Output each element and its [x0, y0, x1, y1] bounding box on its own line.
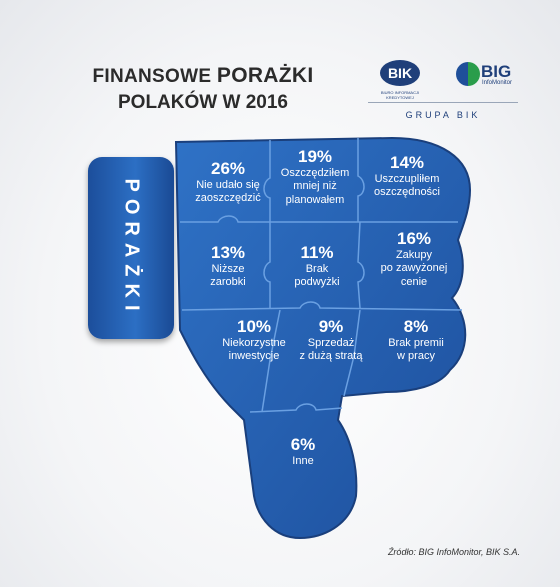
- fact-2-label-1: Oszczędziłem: [280, 166, 350, 179]
- fact-10-label-1: Inne: [292, 454, 314, 467]
- group-label: GRUPA BIK: [405, 110, 481, 120]
- fact-2: 19% Oszczędziłem mniej niż planowałem: [272, 147, 358, 208]
- fact-4-label-1: Niższe: [211, 262, 245, 275]
- title-emphasis: PORAŻKI: [216, 64, 314, 87]
- hand-shape: [174, 136, 472, 540]
- fact-6-label-3: cenie: [400, 276, 428, 289]
- fact-4-label-2: zarobki: [210, 276, 246, 289]
- fact-6-label-2: po zawyżonej: [380, 262, 448, 275]
- title-prefix: FINANSOWE: [92, 66, 212, 87]
- fact-7-value: 10%: [236, 317, 272, 336]
- fact-7: 10% Niekorzystne inwestycje: [210, 317, 298, 364]
- fact-1-label-1: Nie udało się: [196, 178, 260, 191]
- logos: BIK BIURO INFORMACJI KREDYTOWEJ BIG Info…: [368, 58, 518, 130]
- fact-5-value: 11%: [300, 243, 334, 262]
- fact-9-value: 8%: [403, 317, 429, 336]
- fact-6-value: 16%: [396, 229, 432, 248]
- fact-3-label-1: Uszczupliłem: [374, 172, 440, 185]
- fact-5-label-2: podwyżki: [294, 276, 340, 289]
- fact-8: 9% Sprzedaż z dużą stratą: [288, 317, 374, 364]
- fact-10: 6% Inne: [278, 435, 328, 468]
- side-label-pill: PORAŻKI: [88, 157, 174, 339]
- bik-subtitle: BIURO INFORMACJI KREDYTOWEJ: [380, 90, 420, 100]
- big-subtitle: InfoMonitor: [482, 80, 513, 86]
- fact-1-label-2: zaoszczędzić: [195, 192, 261, 205]
- source-note: Źródło: BIG InfoMonitor, BIK S.A.: [387, 547, 520, 557]
- fact-4: 13% Niższe zarobki: [186, 243, 270, 290]
- bik-logo: BIK: [380, 60, 420, 86]
- fact-7-label-1: Niekorzystne: [222, 336, 286, 349]
- big-logo: BIG: [481, 62, 512, 81]
- fact-9-label-1: Brak premii: [388, 336, 444, 349]
- fact-2-label-3: planowałem: [285, 194, 345, 207]
- fact-2-value: 19%: [297, 147, 333, 166]
- fact-9: 8% Brak premii w pracy: [376, 317, 456, 364]
- fact-3-value: 14%: [389, 153, 425, 172]
- fact-6: 16% Zakupy po zawyżonej cenie: [370, 229, 458, 290]
- fact-9-label-2: w pracy: [397, 350, 435, 363]
- page-title: FINANSOWE PORAŻKI POLAKÓW W 2016: [88, 64, 318, 114]
- fact-1: 26% Nie udało się zaoszczędzić: [184, 159, 272, 206]
- logo-divider: [368, 102, 518, 103]
- fact-8-label-1: Sprzedaż: [307, 336, 355, 349]
- fact-8-label-2: z dużą stratą: [299, 350, 363, 363]
- fact-5-label-1: Brak: [305, 262, 329, 275]
- fact-6-label-1: Zakupy: [395, 248, 433, 261]
- fact-8-value: 9%: [318, 317, 344, 336]
- fact-1-value: 26%: [210, 159, 246, 178]
- fact-5: 11% Brak podwyżki: [276, 243, 358, 290]
- fact-7-label-2: inwestycje: [228, 350, 280, 363]
- big-logo-icon: [456, 62, 480, 86]
- title-line2: POLAKÓW W 2016: [118, 92, 288, 114]
- fact-3: 14% Uszczupliłem oszczędności: [362, 153, 452, 200]
- fact-4-value: 13%: [210, 243, 246, 262]
- fact-2-label-2: mniej niż: [293, 180, 337, 193]
- fact-10-value: 6%: [290, 435, 316, 454]
- puzzle-seams: [180, 138, 463, 413]
- fact-3-label-2: oszczędności: [373, 186, 441, 199]
